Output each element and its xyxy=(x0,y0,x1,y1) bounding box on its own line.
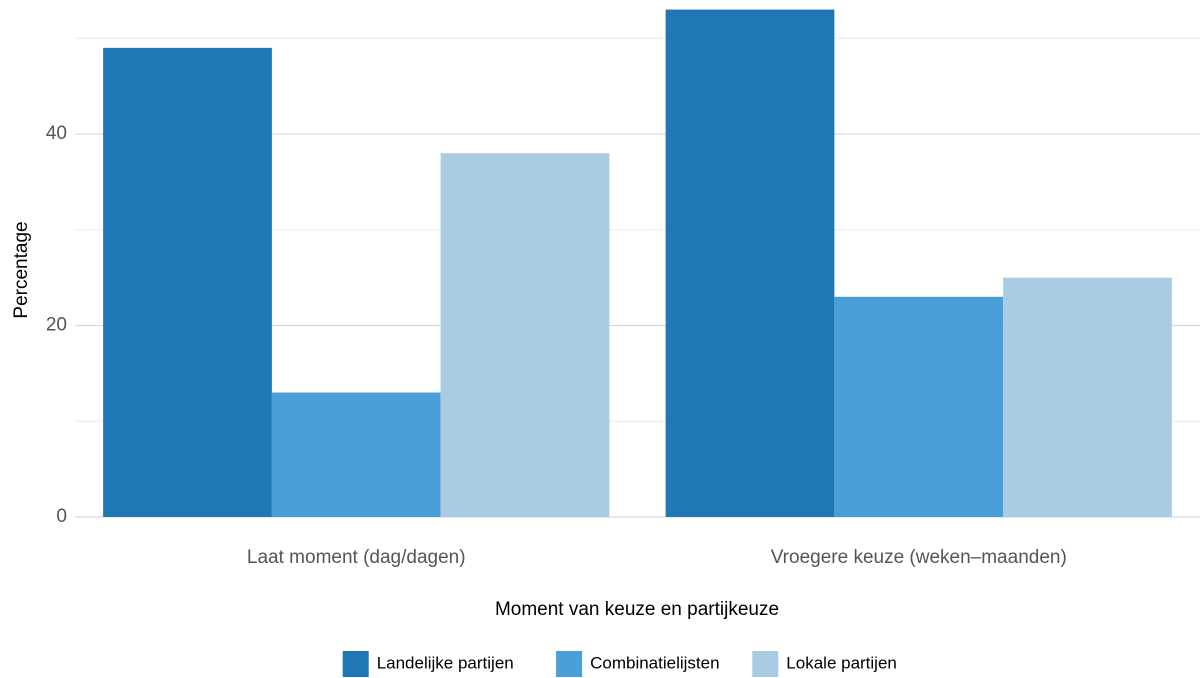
legend-swatch xyxy=(752,651,779,677)
x-tick-label: Laat moment (dag/dagen) xyxy=(247,547,466,568)
legend-swatch xyxy=(556,651,583,677)
x-axis-title: Moment van keuze en partijkeuze xyxy=(495,599,779,620)
legend-label: Lokale partijen xyxy=(786,653,897,672)
y-tick-label: 20 xyxy=(46,315,67,336)
bar xyxy=(665,9,835,518)
x-tick-label: Vroegere keuze (weken–maanden) xyxy=(771,547,1067,568)
bar xyxy=(103,47,272,518)
bar xyxy=(1003,277,1172,517)
y-tick-label: 0 xyxy=(56,506,67,527)
bar xyxy=(834,296,1004,517)
legend-swatch xyxy=(342,651,369,677)
legend-label: Landelijke partijen xyxy=(377,653,514,672)
bar xyxy=(271,392,441,517)
legend-label: Combinatielijsten xyxy=(590,653,719,672)
bar xyxy=(440,153,610,517)
y-tick-label: 40 xyxy=(46,123,67,144)
y-axis-title: Percentage xyxy=(11,221,32,318)
